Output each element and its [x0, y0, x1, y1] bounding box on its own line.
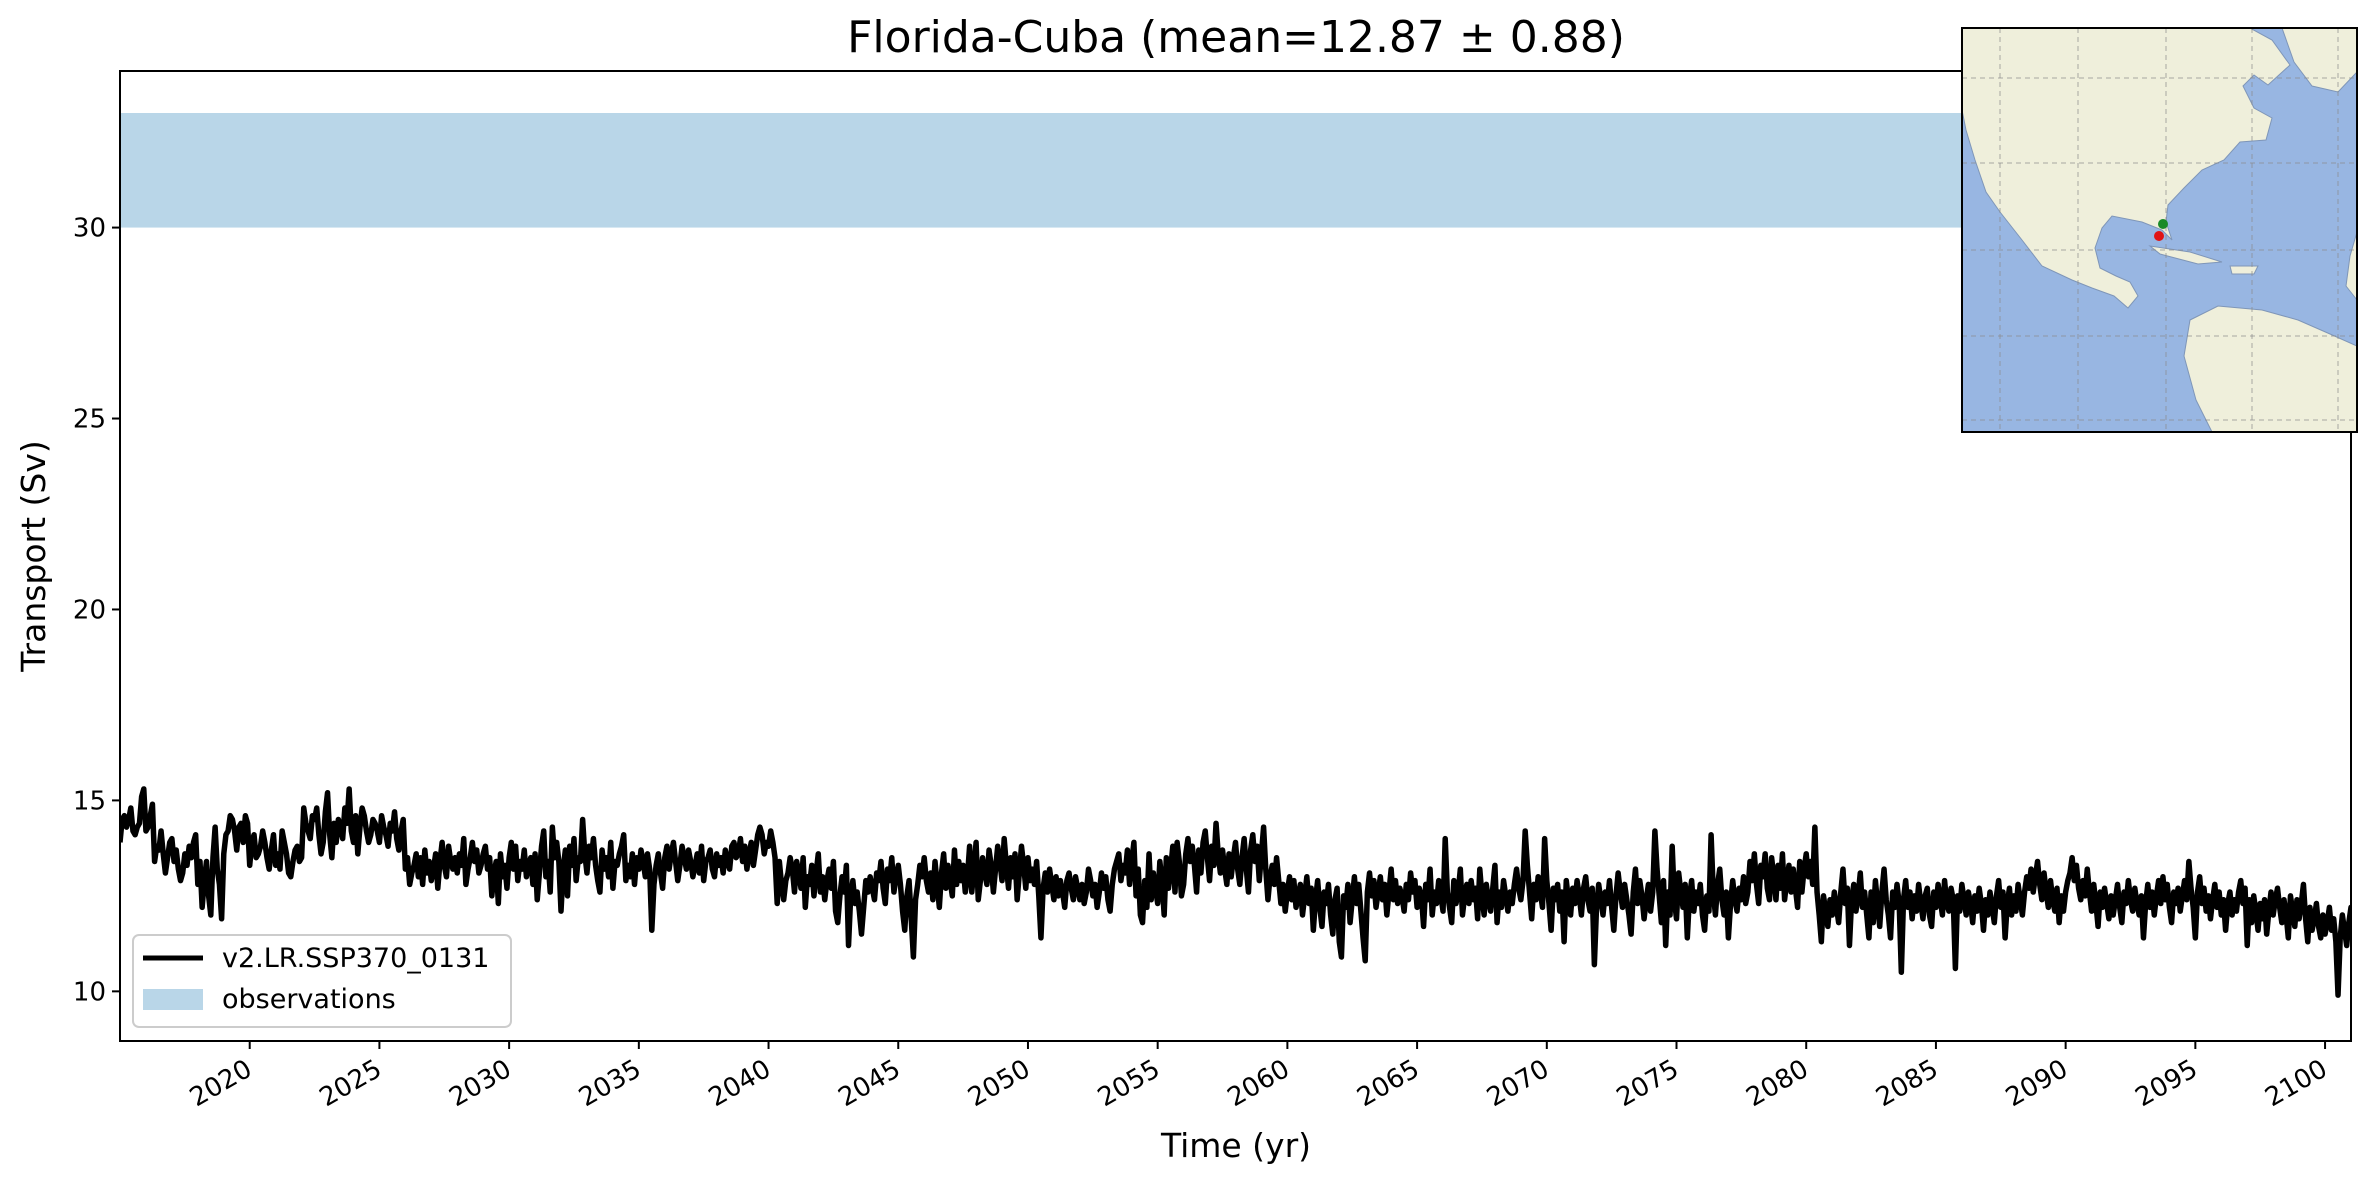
legend-box	[132, 934, 512, 1028]
x-axis-label: Time (yr)	[1160, 1126, 1311, 1165]
x-tick-label: 2030	[444, 1054, 516, 1113]
y-axis-label: Transport (Sv)	[14, 440, 53, 673]
map-gridlines	[1962, 28, 2357, 432]
y-tick-label: 20	[73, 595, 106, 625]
x-tick-label: 2060	[1223, 1054, 1295, 1113]
legend-label-observations: observations	[222, 984, 396, 1015]
x-axis: 2020 2025 2030 2035 2040 2045 2050 2055 2060 2065…	[185, 1041, 2333, 1113]
x-tick-label: 2085	[1871, 1054, 1943, 1113]
map-land-africa-edge	[2345, 231, 2357, 301]
end-point-marker	[2154, 231, 2164, 241]
x-tick-label: 2035	[574, 1054, 646, 1113]
series-line	[120, 786, 2351, 998]
x-tick-label: 2065	[1352, 1054, 1424, 1113]
x-tick-label: 2070	[1482, 1054, 1554, 1113]
x-tick-label: 2090	[2001, 1054, 2073, 1113]
map-land-south-america	[2183, 305, 2357, 432]
series-layer	[120, 786, 2351, 998]
legend-label-series: v2.LR.SSP370_0131	[222, 943, 489, 974]
y-tick-label: 15	[73, 786, 106, 816]
x-tick-label: 2100	[2260, 1054, 2332, 1113]
map-land-north-america	[1962, 28, 2291, 309]
x-tick-label: 2095	[2131, 1054, 2203, 1113]
inset-map	[1961, 27, 2358, 433]
x-tick-label: 2050	[963, 1054, 1035, 1113]
x-tick-label: 2045	[833, 1054, 905, 1113]
x-tick-label: 2040	[704, 1054, 776, 1113]
chart-title: Florida-Cuba (mean=12.87 ± 0.88)	[847, 12, 1625, 63]
plot-frame	[119, 70, 2352, 1042]
map-land-hispaniola	[2229, 265, 2259, 275]
x-tick-label: 2080	[1741, 1054, 1813, 1113]
start-point-marker	[2158, 219, 2168, 229]
map-land-cuba	[2148, 245, 2223, 265]
y-axis: 10 15 20 25 30	[73, 214, 120, 1007]
x-tick-label: 2075	[1612, 1054, 1684, 1113]
x-tick-label: 2055	[1093, 1054, 1165, 1113]
y-tick-label: 30	[73, 214, 106, 244]
y-tick-label: 10	[73, 977, 106, 1007]
legend-patch-swatch	[143, 989, 203, 1010]
x-tick-label: 2025	[315, 1054, 387, 1113]
legend: v2.LR.SSP370_0131 observations	[132, 934, 512, 1028]
x-tick-label: 2020	[185, 1054, 257, 1113]
y-tick-label: 25	[73, 405, 106, 435]
inset-map-frame	[1961, 27, 2358, 433]
